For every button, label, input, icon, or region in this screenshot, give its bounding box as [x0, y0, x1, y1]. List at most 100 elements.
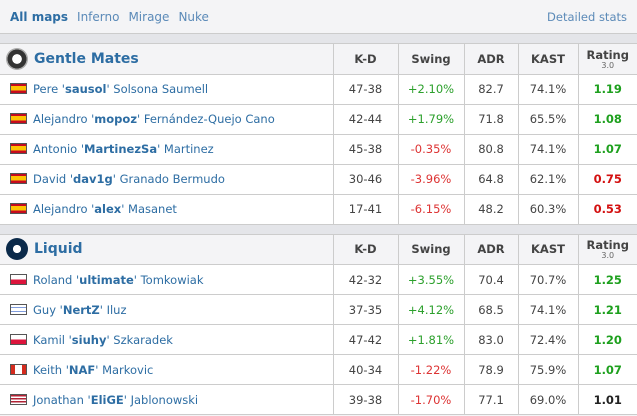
player-first-name: Alejandro '	[33, 112, 95, 126]
kast-cell: 75.9%	[517, 354, 578, 385]
swing-cell: +1.79%	[397, 104, 464, 135]
kast-cell: 65.5%	[517, 104, 578, 135]
map-tab-inferno[interactable]: Inferno	[77, 9, 120, 24]
kast-cell: 74.1%	[517, 134, 578, 165]
col-rating[interactable]: Rating 3.0	[577, 44, 637, 75]
team-name: Liquid	[34, 241, 83, 258]
kd-cell: 39-38	[332, 384, 398, 415]
map-filter-bar: All maps Inferno Mirage Nuke Detailed st…	[0, 0, 637, 34]
player-name-cell[interactable]: Pere 'sausol' Solsona Saumell	[0, 74, 333, 105]
player-first-name: David '	[33, 172, 74, 186]
kd-cell: 37-35	[332, 294, 398, 325]
player-last-name: ' Iluz	[99, 302, 127, 317]
swing-cell: +2.10%	[397, 74, 464, 105]
team-name-header[interactable]: Liquid	[0, 234, 333, 265]
rating-cell: 1.19	[577, 74, 637, 105]
swing-cell: -1.70%	[397, 384, 464, 415]
player-first-name: Alejandro '	[33, 202, 95, 216]
player-first-name: Roland '	[33, 272, 80, 287]
player-name-cell[interactable]: Jonathan 'EliGE' Jablonowski	[0, 384, 333, 415]
player-first-name: Jonathan '	[33, 392, 91, 407]
player-last-name: ' Fernández-Quejo Cano	[137, 112, 275, 126]
rating-cell: 1.21	[577, 294, 637, 325]
player-name-cell[interactable]: Alejandro 'alex' Masanet	[0, 194, 333, 225]
player-name-cell[interactable]: Roland 'ultimate' Tomkowiak	[0, 264, 333, 295]
player-name-cell[interactable]: Guy 'NertZ' Iluz	[0, 294, 333, 325]
player-row: Kamil 'siuhy' Szkaradek 47-42 +1.81% 83.…	[0, 324, 637, 355]
rating-version: 3.0	[601, 251, 615, 261]
adr-cell: 78.9	[463, 354, 518, 385]
col-adr[interactable]: ADR	[463, 44, 518, 75]
adr-cell: 83.0	[463, 324, 518, 355]
kast-cell: 69.0%	[517, 384, 578, 415]
player-row: Jonathan 'EliGE' Jablonowski 39-38 -1.70…	[0, 384, 637, 415]
kd-cell: 47-42	[332, 324, 398, 355]
swing-cell: -3.96%	[397, 164, 464, 195]
player-nickname: mopoz	[94, 112, 138, 126]
player-last-name: ' Masanet	[121, 202, 177, 216]
swing-cell: +3.55%	[397, 264, 464, 295]
player-row: Pere 'sausol' Solsona Saumell 47-38 +2.1…	[0, 74, 637, 105]
rating-cell: 1.25	[577, 264, 637, 295]
player-nickname: EliGE	[90, 392, 124, 407]
kd-cell: 17-41	[332, 194, 398, 225]
col-kast[interactable]: KAST	[517, 234, 578, 265]
section-gap	[0, 224, 637, 235]
player-name-cell[interactable]: David 'dav1g' Granado Bermudo	[0, 164, 333, 195]
col-kd[interactable]: K-D	[332, 234, 398, 265]
adr-cell: 64.8	[463, 164, 518, 195]
detailed-stats-link[interactable]: Detailed stats	[547, 9, 627, 24]
player-name-cell[interactable]: Kamil 'siuhy' Szkaradek	[0, 324, 333, 355]
col-swing[interactable]: Swing	[397, 234, 464, 265]
player-nickname: siuhy	[71, 332, 107, 347]
team-name-header[interactable]: Gentle Mates	[0, 44, 333, 75]
flag-pl-icon	[10, 333, 27, 345]
player-name-cell[interactable]: Antonio 'MartinezSa' Martinez	[0, 134, 333, 165]
player-first-name: Pere '	[33, 82, 65, 96]
kd-cell: 40-34	[332, 354, 398, 385]
kd-cell: 45-38	[332, 134, 398, 165]
player-nickname: ultimate	[79, 272, 134, 287]
player-nickname: NertZ	[62, 302, 100, 317]
adr-cell: 80.8	[463, 134, 518, 165]
flag-es-icon	[10, 83, 27, 94]
map-tab-nuke[interactable]: Nuke	[178, 9, 209, 24]
rating-cell: 1.20	[577, 324, 637, 355]
map-tab-mirage[interactable]: Mirage	[128, 9, 170, 24]
col-kd[interactable]: K-D	[332, 44, 398, 75]
player-nickname: MartinezSa	[84, 142, 158, 156]
map-tab-all[interactable]: All maps	[10, 9, 69, 24]
player-row: Keith 'NAF' Markovic 40-34 -1.22% 78.9 7…	[0, 354, 637, 385]
player-first-name: Kamil '	[33, 332, 72, 347]
kast-cell: 74.1%	[517, 74, 578, 105]
flag-us-icon	[10, 393, 27, 405]
player-name-cell[interactable]: Alejandro 'mopoz' Fernández-Quejo Cano	[0, 104, 333, 135]
adr-cell: 68.5	[463, 294, 518, 325]
col-swing[interactable]: Swing	[397, 44, 464, 75]
player-last-name: ' Martinez	[157, 142, 214, 156]
swing-cell: +1.81%	[397, 324, 464, 355]
flag-es-icon	[10, 173, 27, 184]
col-adr[interactable]: ADR	[463, 234, 518, 265]
rating-version: 3.0	[601, 60, 615, 70]
player-last-name: ' Tomkowiak	[133, 272, 204, 287]
player-first-name: Antonio '	[33, 142, 85, 156]
player-row: Roland 'ultimate' Tomkowiak 42-32 +3.55%…	[0, 264, 637, 295]
col-kast[interactable]: KAST	[517, 44, 578, 75]
team-name: Gentle Mates	[34, 50, 139, 67]
player-last-name: ' Jablonowski	[123, 392, 199, 407]
rating-cell: 0.53	[577, 194, 637, 225]
player-nickname: sausol	[64, 82, 107, 96]
player-last-name: ' Granado Bermudo	[112, 172, 225, 186]
player-first-name: Guy '	[33, 302, 63, 317]
kast-cell: 60.3%	[517, 194, 578, 225]
col-rating[interactable]: Rating 3.0	[577, 234, 637, 265]
flag-es-icon	[10, 113, 27, 124]
player-last-name: ' Markovic	[95, 362, 154, 377]
adr-cell: 82.7	[463, 74, 518, 105]
rating-cell: 1.08	[577, 104, 637, 135]
player-name-cell[interactable]: Keith 'NAF' Markovic	[0, 354, 333, 385]
kd-cell: 47-38	[332, 74, 398, 105]
rating-cell: 1.01	[577, 384, 637, 415]
kast-cell: 62.1%	[517, 164, 578, 195]
